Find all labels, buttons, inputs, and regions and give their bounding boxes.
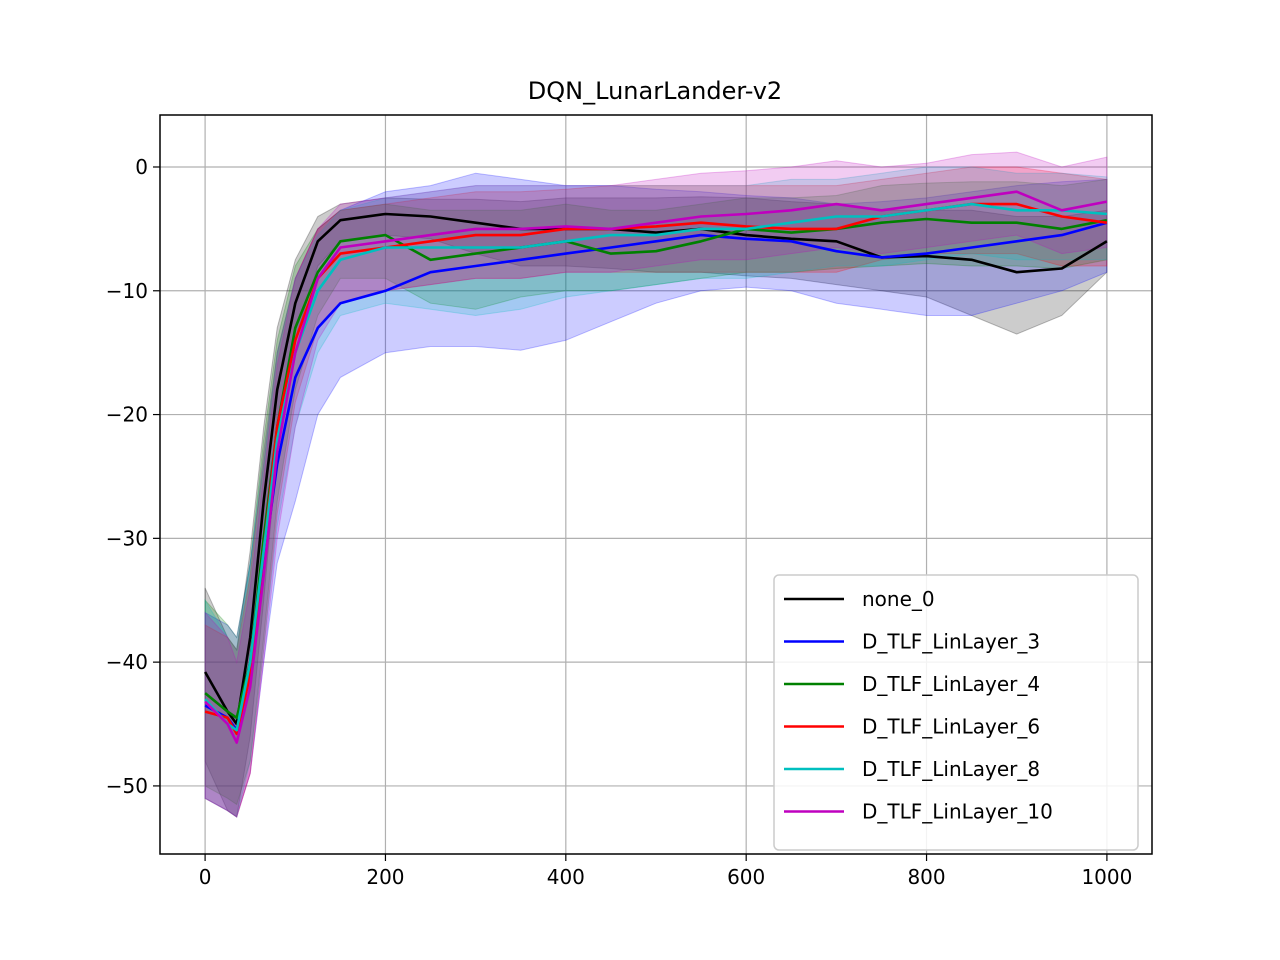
band-series-1 bbox=[204, 172, 1108, 818]
y-tick-label-0: 0 bbox=[135, 155, 148, 179]
line-series-4 bbox=[204, 202, 1108, 732]
x-tick-label-5: 1000 bbox=[1081, 865, 1132, 889]
x-tick-label-3: 600 bbox=[727, 865, 765, 889]
line-series-5 bbox=[204, 190, 1108, 744]
band-series-4 bbox=[204, 166, 1108, 818]
plot-frame bbox=[159, 114, 1153, 855]
x-tick-label-0: 0 bbox=[199, 865, 212, 889]
x-tick-label-2: 400 bbox=[547, 865, 585, 889]
y-tick-label-5: −50 bbox=[106, 774, 148, 798]
legend-label-3: D_TLF_LinLayer_6 bbox=[862, 715, 1040, 739]
chart-title: DQN_LunarLander-v2 bbox=[528, 77, 782, 105]
legend-label-5: D_TLF_LinLayer_10 bbox=[862, 800, 1053, 824]
y-tick-label-4: −40 bbox=[106, 650, 148, 674]
legend-label-4: D_TLF_LinLayer_8 bbox=[862, 757, 1040, 781]
y-tick-label-1: −10 bbox=[106, 279, 148, 303]
legend: none_0 D_TLF_LinLayer_3 D_TLF_LinLayer_4 D_… bbox=[773, 574, 1139, 851]
y-tick-label-2: −20 bbox=[106, 403, 148, 427]
band-series-5 bbox=[204, 151, 1108, 818]
x-tick-label-1: 200 bbox=[366, 865, 404, 889]
legend-label-2: D_TLF_LinLayer_4 bbox=[862, 672, 1040, 696]
legend-label-0: none_0 bbox=[862, 587, 935, 611]
y-tick-label-3: −30 bbox=[106, 526, 148, 550]
axis-ticks: 0 200 400 600 800 1000 0 −10 −20 −30 −40 −50 bbox=[106, 155, 1133, 889]
legend-label-1: D_TLF_LinLayer_3 bbox=[862, 630, 1040, 654]
series-lines bbox=[203, 190, 1108, 744]
x-tick-label-4: 800 bbox=[907, 865, 945, 889]
legend-box bbox=[773, 574, 1139, 851]
